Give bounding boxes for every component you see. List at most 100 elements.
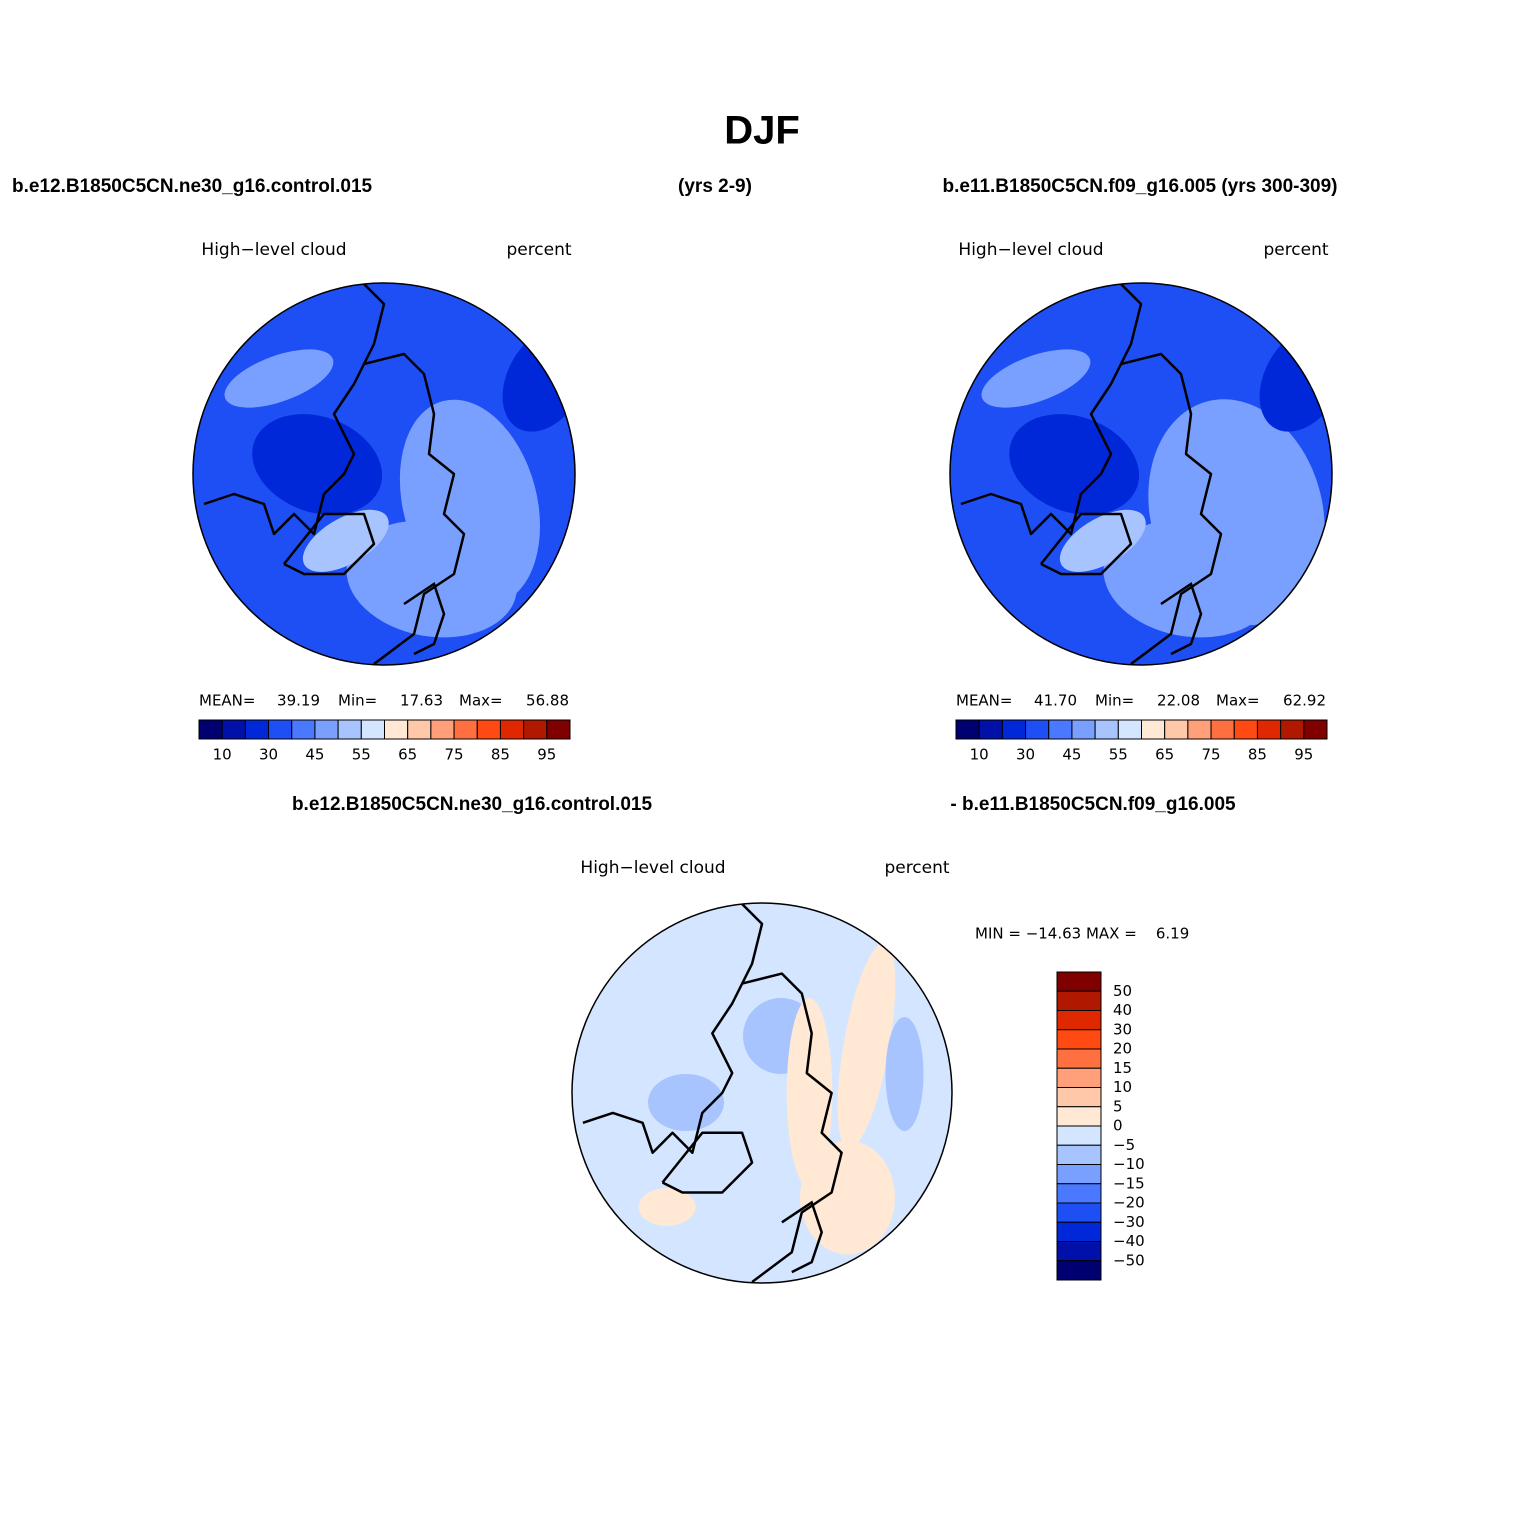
colorbar-box	[1056, 1029, 1102, 1050]
colorbar-box	[291, 719, 316, 740]
colorbar-label: 55	[1109, 746, 1128, 764]
colorbar-box	[1056, 1260, 1102, 1281]
colorbar-label: 20	[1113, 1040, 1132, 1058]
colorbar-box	[523, 719, 548, 740]
stat-label: Min=	[338, 692, 377, 710]
colorbar-box	[337, 719, 362, 740]
colorbar-box	[1071, 719, 1096, 740]
stat-value: 22.08	[1157, 692, 1200, 710]
colorbar-label: 0	[1113, 1117, 1123, 1135]
coastline	[960, 283, 1143, 536]
coastline	[1120, 352, 1223, 665]
coastline	[661, 1131, 754, 1194]
colorbar-label: −15	[1113, 1174, 1145, 1192]
coastline	[1160, 582, 1203, 656]
colorbar-label: 40	[1113, 1001, 1132, 1019]
coastline	[1040, 512, 1133, 576]
stat-value: 39.19	[277, 692, 320, 710]
colorbar-box	[1056, 1087, 1102, 1108]
map-field-patch	[638, 1188, 696, 1226]
colorbar-label: 75	[1202, 746, 1221, 764]
colorbar-label: 45	[305, 746, 324, 764]
stat-value: 56.88	[526, 692, 569, 710]
coastline	[203, 283, 386, 536]
colorbar-box	[1056, 1144, 1102, 1165]
colorbar-label: 65	[398, 746, 417, 764]
colorbar-label: −50	[1113, 1251, 1145, 1269]
stat-value: 62.92	[1283, 692, 1326, 710]
colorbar-box	[499, 719, 525, 740]
colorbar-label: 45	[1062, 746, 1081, 764]
colorbar-box	[1048, 719, 1073, 740]
diff-title-right: - b.e11.B1850C5CN.f09_g16.005	[950, 794, 1236, 815]
diff-title-left: b.e12.B1850C5CN.ne30_g16.control.015	[292, 794, 653, 815]
map-field-patch	[885, 1017, 924, 1131]
colorbar-box	[1056, 990, 1102, 1011]
colorbar-box	[1094, 719, 1119, 740]
map-field-patch	[346, 520, 517, 638]
map-field-patch	[224, 349, 334, 408]
colorbar-box	[1056, 1106, 1102, 1127]
map-field-patch	[1009, 414, 1140, 515]
colorbar-box	[360, 719, 385, 740]
map-field-patch	[837, 942, 896, 1149]
colorbar-box	[1056, 971, 1102, 992]
colorbar-box	[1303, 719, 1328, 740]
header-right: b.e11.B1850C5CN.f09_g16.005 (yrs 300-309…	[942, 176, 1337, 197]
map-field-patch	[252, 414, 383, 515]
colorbar-box	[268, 719, 293, 740]
colorbar-box	[955, 719, 980, 740]
variable-name: High−level cloud	[580, 858, 725, 878]
coastline	[781, 1200, 824, 1274]
colorbar-label: 10	[213, 746, 232, 764]
colorbar-label: 30	[259, 746, 278, 764]
colorbar-box	[1256, 719, 1282, 740]
colorbar-box	[1233, 719, 1258, 740]
stat-label: MEAN=	[956, 692, 1012, 710]
colorbar-label: 10	[970, 746, 989, 764]
colorbar-label: 15	[1113, 1059, 1132, 1077]
stat-label: Max=	[459, 692, 503, 710]
colorbar-box	[430, 719, 455, 740]
polar-map	[572, 903, 952, 1283]
map-border	[571, 902, 953, 1284]
colorbar-box	[1210, 719, 1235, 740]
colorbar-box	[1164, 719, 1189, 740]
colorbar-label: −40	[1113, 1232, 1145, 1250]
colorbar-label: 30	[1113, 1020, 1132, 1038]
colorbar-box	[1280, 719, 1305, 740]
stat-label: Min=	[1095, 692, 1134, 710]
colorbar-box	[1187, 719, 1212, 740]
colorbar-box	[1056, 1048, 1102, 1069]
map-border	[949, 282, 1333, 666]
colorbar-label: 75	[445, 746, 464, 764]
colorbar-box	[1056, 1241, 1102, 1262]
colorbar-label: 95	[1294, 746, 1313, 764]
units: percent	[884, 858, 949, 878]
colorbar-box	[1056, 1221, 1102, 1242]
colorbar-box	[453, 719, 478, 740]
colorbar-label: 85	[491, 746, 510, 764]
stat-label: Max=	[1216, 692, 1260, 710]
variable-name: High−level cloud	[201, 240, 346, 260]
colorbar-box	[1056, 1125, 1102, 1146]
colorbar-label: 95	[537, 746, 556, 764]
map-field-patch	[800, 1140, 895, 1255]
stat-value: 41.70	[1034, 692, 1077, 710]
colorbar-box	[1025, 719, 1050, 740]
figure-title: DJF	[724, 109, 800, 153]
colorbar-box	[384, 719, 409, 740]
coastline	[363, 352, 466, 665]
header-middle: (yrs 2-9)	[678, 176, 752, 197]
colorbar-box	[407, 719, 432, 740]
colorbar-box	[1001, 719, 1027, 740]
colorbar-label: −30	[1113, 1213, 1145, 1231]
colorbar-box	[476, 719, 501, 740]
map-field-patch	[786, 998, 833, 1188]
colorbar-box	[1056, 1067, 1102, 1088]
colorbar-box	[198, 719, 223, 740]
coastline	[582, 903, 764, 1154]
stat-label: MEAN=	[199, 692, 255, 710]
colorbar-label: −10	[1113, 1155, 1145, 1173]
